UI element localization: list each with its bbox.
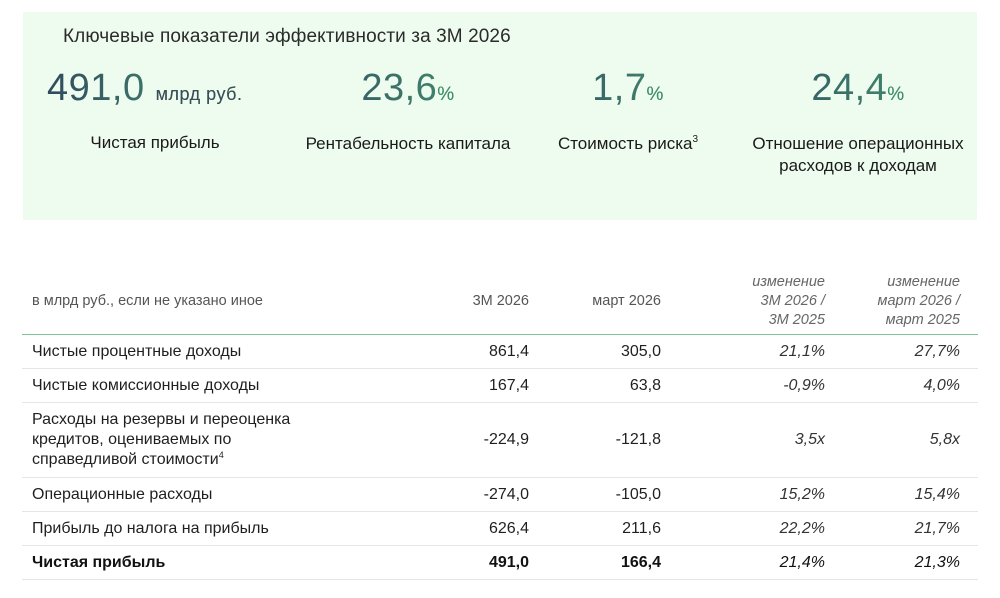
- cell-march-2026: 63,8: [547, 368, 679, 403]
- row-label: Чистые процентные доходы: [22, 334, 417, 369]
- cell-change-3m: 3,5x: [679, 402, 843, 478]
- cell-3m-2026: 626,4: [417, 511, 547, 546]
- cell-3m-2026: -224,9: [417, 402, 547, 478]
- kpi-net-profit: 491,0 млрд руб. Чистая прибыль: [47, 66, 257, 154]
- header-change-3m: изменение 3М 2026 / 3М 2025: [679, 268, 843, 335]
- cell-change-march: 4,0%: [843, 368, 978, 403]
- table-row: Операционные расходы -274,0 -105,0 15,2%…: [22, 477, 978, 512]
- kpi-value: 491,0 млрд руб.: [47, 66, 257, 116]
- kpi-number: 1,7: [592, 67, 647, 109]
- table-row: Расходы на резервы и переоценка кредитов…: [22, 402, 978, 478]
- header-line: 3М 2025: [768, 311, 825, 328]
- cell-change-march: 27,7%: [843, 334, 978, 369]
- kpi-unit: млрд руб.: [155, 84, 243, 104]
- header-march-2026: март 2026: [547, 268, 679, 335]
- cell-march-2026: 166,4: [547, 545, 679, 580]
- financial-results-table: в млрд руб., если не указано иное 3М 202…: [22, 268, 978, 580]
- cell-march-2026: -105,0: [547, 477, 679, 512]
- cell-change-march: 15,4%: [843, 477, 978, 512]
- cell-change-3m: 21,4%: [679, 545, 843, 580]
- cell-change-march: 21,3%: [843, 545, 978, 580]
- kpi-number: 24,4: [811, 67, 888, 109]
- kpi-panel: Ключевые показатели эффективности за 3М …: [23, 12, 977, 220]
- kpi-label: Отношение операционных расходов к дохода…: [752, 134, 964, 175]
- kpi-unit: %: [646, 84, 664, 105]
- row-label-line: кредитов, оцениваемых по: [32, 431, 232, 448]
- footnote-marker: 4: [218, 450, 224, 460]
- footnote-marker: 3: [692, 134, 699, 145]
- header-line: изменение: [887, 273, 960, 290]
- row-label-line: Расходы на резервы и переоценка: [32, 411, 291, 428]
- kpi-label: Рентабельность капитала: [305, 134, 511, 153]
- kpi-value: 23,6%: [293, 66, 523, 117]
- kpi-label-text: Стоимость риска: [557, 134, 693, 153]
- header-change-march: изменение март 2026 / март 2025: [843, 268, 978, 335]
- cell-change-march: 21,7%: [843, 511, 978, 546]
- table-row-total: Чистая прибыль 491,0 166,4 21,4% 21,3%: [22, 545, 978, 580]
- cell-3m-2026: -274,0: [417, 477, 547, 512]
- cell-3m-2026: 861,4: [417, 334, 547, 369]
- row-label-text: справедливой стоимости: [32, 451, 219, 468]
- row-label: Прибыль до налога на прибыль: [22, 511, 417, 546]
- header-units-note: в млрд руб., если не указано иное: [22, 268, 417, 335]
- cell-change-3m: 22,2%: [679, 511, 843, 546]
- kpi-label: Чистая прибыль: [90, 133, 220, 152]
- kpi-label: Стоимость риска3: [528, 133, 728, 155]
- row-label: Операционные расходы: [22, 477, 417, 512]
- row-label: Расходы на резервы и переоценка кредитов…: [22, 402, 417, 478]
- cell-change-3m: 15,2%: [679, 477, 843, 512]
- row-label: Чистая прибыль: [22, 545, 417, 580]
- cell-3m-2026: 491,0: [417, 545, 547, 580]
- header-line: март 2025: [885, 311, 960, 328]
- cell-change-march: 5,8x: [843, 402, 978, 478]
- cell-change-3m: 21,1%: [679, 334, 843, 369]
- header-3m-2026: 3М 2026: [417, 268, 547, 335]
- table-header-row: в млрд руб., если не указано иное 3М 202…: [22, 268, 978, 335]
- header-line: 3М 2026 /: [760, 292, 826, 309]
- cell-march-2026: 305,0: [547, 334, 679, 369]
- row-label: Чистые комиссионные доходы: [22, 368, 417, 403]
- kpi-unit: %: [437, 84, 455, 105]
- kpi-value: 1,7%: [528, 66, 728, 117]
- kpi-cost-income-ratio: 24,4% Отношение операционных расходов к …: [743, 66, 973, 177]
- table-row: Прибыль до налога на прибыль 626,4 211,6…: [22, 511, 978, 546]
- kpi-cost-of-risk: 1,7% Стоимость риска3: [528, 66, 728, 155]
- kpi-number: 491,0: [47, 67, 145, 109]
- cell-change-3m: -0,9%: [679, 368, 843, 403]
- kpi-unit: %: [887, 84, 905, 105]
- cell-march-2026: 211,6: [547, 511, 679, 546]
- kpi-roe: 23,6% Рентабельность капитала: [293, 66, 523, 155]
- cell-3m-2026: 167,4: [417, 368, 547, 403]
- table-row: Чистые процентные доходы 861,4 305,0 21,…: [22, 334, 978, 369]
- table-row: Чистые комиссионные доходы 167,4 63,8 -0…: [22, 368, 978, 403]
- kpi-panel-title: Ключевые показатели эффективности за 3М …: [63, 26, 511, 47]
- row-label-line: справедливой стоимости4: [32, 450, 399, 470]
- cell-march-2026: -121,8: [547, 402, 679, 478]
- header-line: изменение: [752, 273, 825, 290]
- header-line: март 2026 /: [877, 292, 961, 309]
- kpi-number: 23,6: [361, 67, 438, 109]
- kpi-value: 24,4%: [743, 66, 973, 117]
